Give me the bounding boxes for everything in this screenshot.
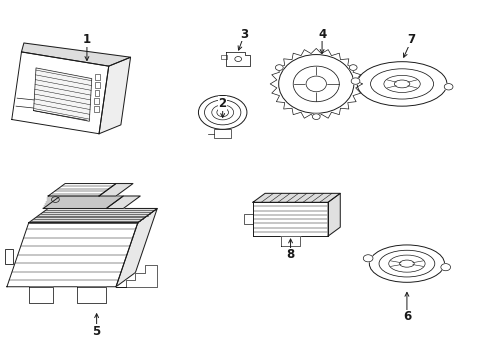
Circle shape xyxy=(275,65,283,71)
Circle shape xyxy=(363,255,372,262)
Polygon shape xyxy=(29,287,53,303)
Polygon shape xyxy=(252,193,340,202)
Text: 1: 1 xyxy=(82,33,91,46)
Circle shape xyxy=(443,84,452,90)
Polygon shape xyxy=(116,208,157,287)
Text: 8: 8 xyxy=(286,248,294,261)
Polygon shape xyxy=(48,184,116,196)
Bar xyxy=(221,55,226,59)
Polygon shape xyxy=(12,52,108,134)
Polygon shape xyxy=(43,196,123,208)
Polygon shape xyxy=(225,52,250,66)
Circle shape xyxy=(216,108,228,117)
Circle shape xyxy=(348,65,356,71)
Bar xyxy=(244,214,252,225)
Bar xyxy=(4,249,13,264)
Bar xyxy=(95,82,100,88)
Polygon shape xyxy=(34,68,92,121)
Polygon shape xyxy=(280,236,300,246)
Polygon shape xyxy=(99,184,133,196)
Polygon shape xyxy=(99,57,130,134)
Text: 6: 6 xyxy=(402,310,410,324)
Circle shape xyxy=(350,78,359,84)
Polygon shape xyxy=(77,287,106,303)
Polygon shape xyxy=(252,202,327,236)
Polygon shape xyxy=(106,196,140,208)
Bar xyxy=(94,90,99,96)
Polygon shape xyxy=(116,265,157,287)
Text: 4: 4 xyxy=(317,28,325,41)
Ellipse shape xyxy=(393,80,409,88)
Bar xyxy=(95,74,100,80)
Text: 7: 7 xyxy=(407,33,415,46)
Text: 3: 3 xyxy=(240,28,248,41)
Polygon shape xyxy=(29,208,157,223)
Circle shape xyxy=(440,264,449,271)
Polygon shape xyxy=(327,193,340,236)
Bar xyxy=(214,130,231,138)
Text: 5: 5 xyxy=(92,325,101,338)
Polygon shape xyxy=(270,49,362,120)
Ellipse shape xyxy=(305,76,326,92)
Text: 2: 2 xyxy=(218,97,226,110)
Bar xyxy=(94,98,99,104)
Polygon shape xyxy=(7,223,138,287)
Polygon shape xyxy=(21,43,130,66)
Bar xyxy=(94,106,99,112)
Circle shape xyxy=(312,114,320,120)
Ellipse shape xyxy=(399,260,413,267)
